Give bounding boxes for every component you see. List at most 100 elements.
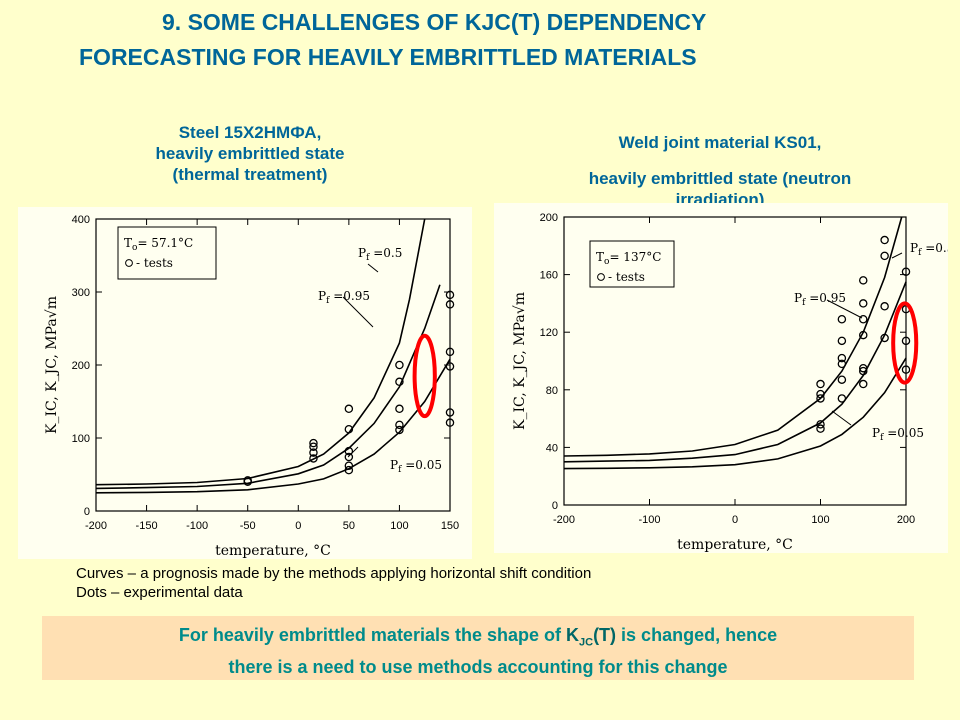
curve-pf005 bbox=[95, 358, 451, 494]
left-caption-line2: heavily embrittled state bbox=[155, 144, 345, 163]
test-point bbox=[837, 353, 847, 363]
slide-title-line2: FORECASTING FOR HEAVILY EMBRITTLED MATER… bbox=[79, 44, 697, 70]
test-point bbox=[243, 476, 252, 485]
test-point bbox=[880, 251, 889, 261]
curve-label-pf005-subscript-rest: =0.05 bbox=[883, 426, 924, 440]
highlight-ellipse bbox=[891, 301, 919, 385]
test-point bbox=[395, 360, 404, 370]
test-point bbox=[837, 394, 847, 403]
right-chart: -200 -100 0 100 200 0 40 80 120 160 200 temperature… bbox=[512, 212, 948, 553]
legend-test-marker bbox=[597, 273, 605, 281]
test-point bbox=[445, 362, 455, 371]
test-point bbox=[901, 267, 911, 276]
curve-pf095 bbox=[95, 218, 426, 486]
test-point bbox=[816, 394, 825, 403]
test-point bbox=[309, 442, 318, 452]
legend-tests-label: - tests bbox=[608, 270, 645, 284]
right-caption-line1: Weld joint material KS01, bbox=[618, 133, 822, 152]
test-point bbox=[880, 333, 889, 343]
legend-test-marker bbox=[125, 259, 133, 267]
test-point bbox=[816, 389, 825, 399]
test-point bbox=[837, 375, 847, 384]
kjc-symbol: K bbox=[566, 625, 579, 645]
test-point bbox=[858, 379, 868, 389]
x-axis-label: temperature, °C bbox=[677, 537, 793, 553]
curve-label-leader-pf005 bbox=[831, 410, 852, 426]
curve-label-pf095-subscript-rest: =0.95 bbox=[805, 291, 846, 305]
curve-label-pf095: Pf =0.95 bbox=[794, 291, 846, 308]
curve-label-pf095-subscript-rest: =0.95 bbox=[329, 289, 370, 303]
x-tick-label: 50 bbox=[343, 520, 355, 532]
left-chart-caption: Steel 15Х2НМФА, heavily embrittled state… bbox=[80, 122, 420, 185]
test-point bbox=[901, 365, 911, 374]
y-axis-label: K_IC, K_JC, MPa√m bbox=[44, 296, 60, 434]
curve-label-pf005-subscript: f bbox=[398, 465, 402, 475]
legend-t0-subscript-rest: = 137°C bbox=[609, 250, 661, 264]
y-axis-label: K_IC, K_JC, MPa√m bbox=[512, 292, 528, 430]
y-tick-label: 400 bbox=[72, 214, 90, 226]
curve-label-pf005: Pf =0.05 bbox=[872, 426, 924, 443]
right-chart-panel: -200 -100 0 100 200 0 40 80 120 160 200 temperature… bbox=[494, 203, 948, 553]
test-point bbox=[395, 425, 404, 435]
curve-pf05 bbox=[95, 284, 441, 490]
y-tick-label: 100 bbox=[72, 433, 90, 445]
test-point bbox=[858, 299, 868, 308]
right-chart-caption: Weld joint material KS01, heavily embrit… bbox=[500, 132, 940, 210]
x-tick-label: 100 bbox=[811, 514, 829, 526]
test-point bbox=[816, 379, 825, 389]
test-point bbox=[858, 366, 868, 376]
test-point bbox=[309, 454, 318, 463]
conclusion-kjc: KJC(T) bbox=[566, 625, 616, 649]
x-tick-label: -100 bbox=[638, 514, 660, 526]
y-tick-label: 0 bbox=[552, 500, 558, 512]
curve-label-pf05-subscript: f bbox=[918, 248, 922, 258]
y-tick-label: 200 bbox=[540, 212, 558, 224]
test-point bbox=[837, 359, 847, 369]
legend-t0-subscript: o bbox=[604, 257, 609, 267]
test-point bbox=[344, 446, 354, 456]
conclusion-line2: there is a need to use methods accountin… bbox=[228, 656, 728, 677]
note-curves: Curves – a prognosis made by the methods… bbox=[76, 565, 592, 582]
conclusion-band: For heavily embrittled materials the sha… bbox=[42, 616, 914, 680]
y-tick-label: 0 bbox=[84, 506, 90, 518]
left-caption-line1: Steel 15Х2НМФА, bbox=[178, 123, 322, 142]
test-point bbox=[344, 452, 354, 462]
x-tick-label: -100 bbox=[186, 520, 208, 532]
curve-label-pf05: Pf =0.5 bbox=[910, 241, 948, 258]
test-point bbox=[816, 424, 825, 433]
x-tick-label: 150 bbox=[441, 520, 459, 532]
test-point bbox=[858, 276, 868, 285]
curve-label-pf005: Pf =0.05 bbox=[390, 458, 442, 475]
test-point bbox=[880, 302, 889, 311]
test-point bbox=[816, 420, 825, 429]
curve-label-pf095-subscript: f bbox=[802, 298, 806, 308]
conclusion-text-a: For heavily embrittled materials the sha… bbox=[178, 625, 566, 645]
curve-label-pf095-subscript: f bbox=[326, 296, 330, 306]
conclusion-text-b: is changed, hence bbox=[616, 625, 778, 645]
legend-t0: To= 137°C bbox=[596, 250, 661, 267]
test-point bbox=[309, 438, 318, 448]
curve-label-pf05-subscript: f bbox=[366, 253, 370, 263]
test-point bbox=[445, 347, 455, 357]
test-point bbox=[837, 336, 847, 346]
test-point bbox=[858, 363, 868, 373]
test-point bbox=[344, 424, 354, 434]
legend-t0-subscript-rest: = 57.1°C bbox=[137, 236, 193, 250]
x-tick-label: 0 bbox=[295, 520, 301, 532]
curve-label-pf05: Pf =0.5 bbox=[358, 246, 402, 263]
right-caption-line2: heavily embrittled state (neutron bbox=[588, 169, 852, 188]
kjc-subscript: JC bbox=[579, 636, 594, 649]
test-point bbox=[344, 461, 354, 470]
test-point bbox=[858, 330, 868, 340]
slide-title-line1: 9. SOME CHALLENGES OF KJC(T) DEPENDENCY bbox=[162, 9, 707, 35]
test-point bbox=[344, 465, 354, 475]
test-point bbox=[837, 314, 847, 324]
curve-label-pf05-subscript-rest: =0.5 bbox=[369, 246, 402, 260]
x-tick-label: -200 bbox=[85, 520, 107, 532]
curve-label-leader-pf005 bbox=[347, 446, 359, 458]
curve-pf095 bbox=[563, 216, 903, 457]
curve-label-pf05-subscript-rest: =0.5 bbox=[921, 241, 948, 255]
conclusion-line1: For heavily embrittled materials the sha… bbox=[42, 623, 914, 655]
legend-box bbox=[117, 226, 217, 280]
test-point bbox=[395, 420, 404, 430]
